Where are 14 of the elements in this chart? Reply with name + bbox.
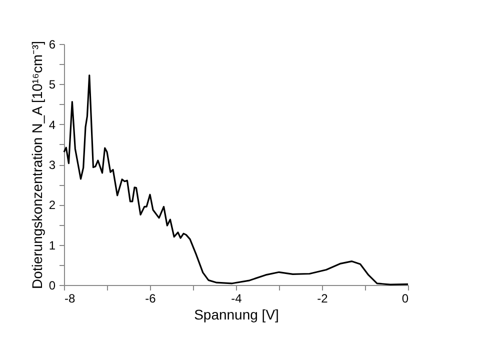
y-tick-label: 3	[48, 158, 56, 172]
x-tick-label: -2	[317, 292, 328, 306]
x-axis-title: Spannung [V]	[194, 306, 279, 322]
y-axis-title: Dotierungskonzentration N_A [10¹⁶cm⁻³]	[28, 40, 45, 290]
y-tick-label: 0	[48, 278, 56, 292]
x-tick-label: -4	[231, 292, 242, 306]
y-tick-label: 1	[48, 238, 56, 252]
x-tick-label: -6	[145, 292, 156, 306]
x-tick-label: 0	[402, 292, 409, 306]
y-tick-label: 5	[48, 78, 56, 92]
y-tick-label: 2	[48, 198, 56, 212]
x-tick-label: -8	[64, 292, 76, 306]
y-tick-label: 4	[48, 118, 56, 132]
y-tick-label: 6	[48, 38, 56, 52]
